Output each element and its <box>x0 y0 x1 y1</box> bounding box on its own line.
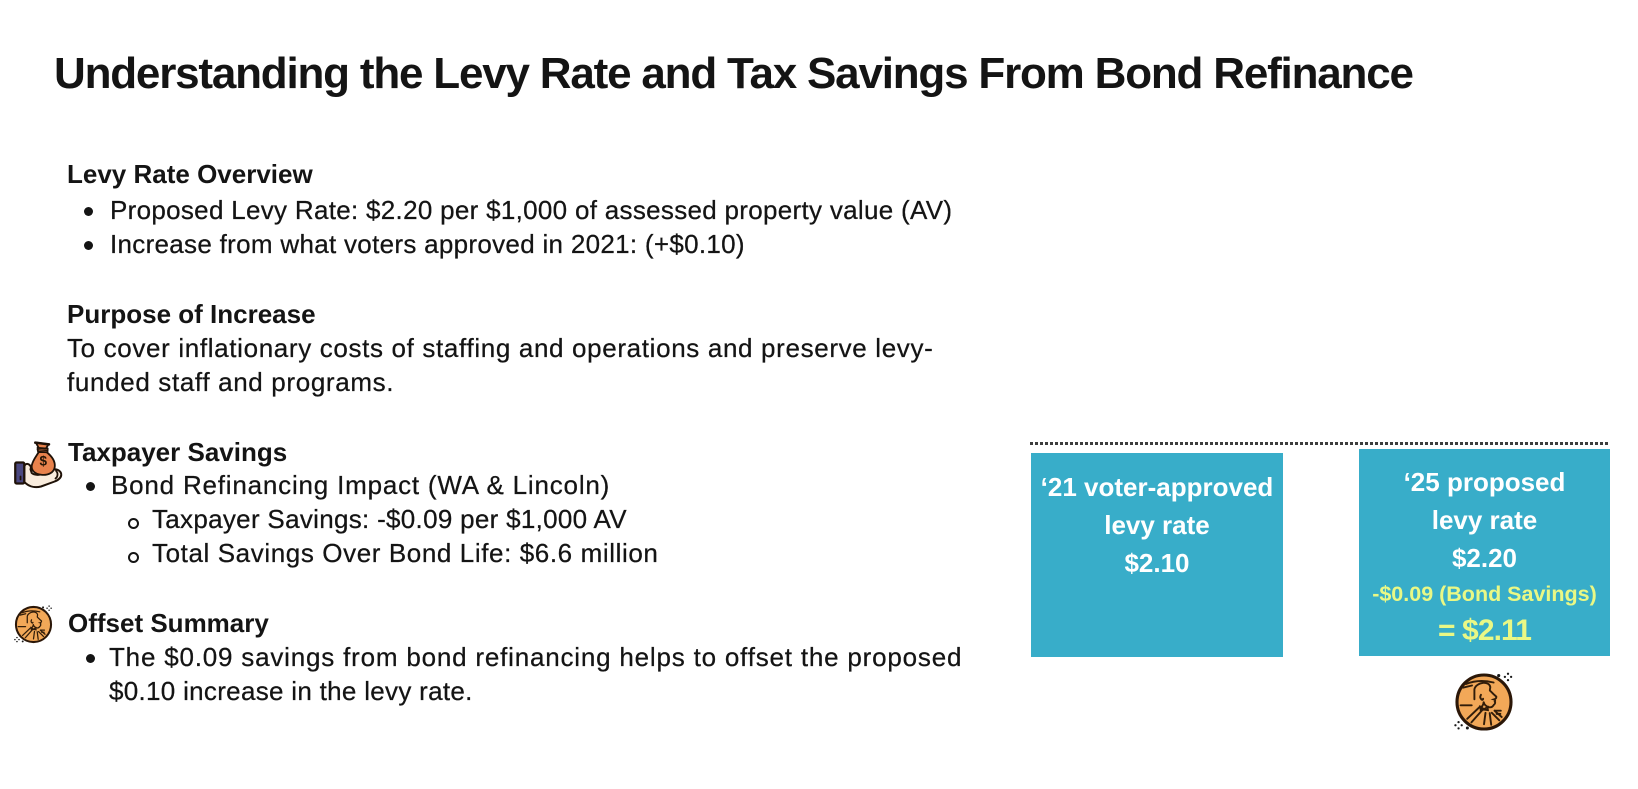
svg-text:$: $ <box>39 454 47 469</box>
